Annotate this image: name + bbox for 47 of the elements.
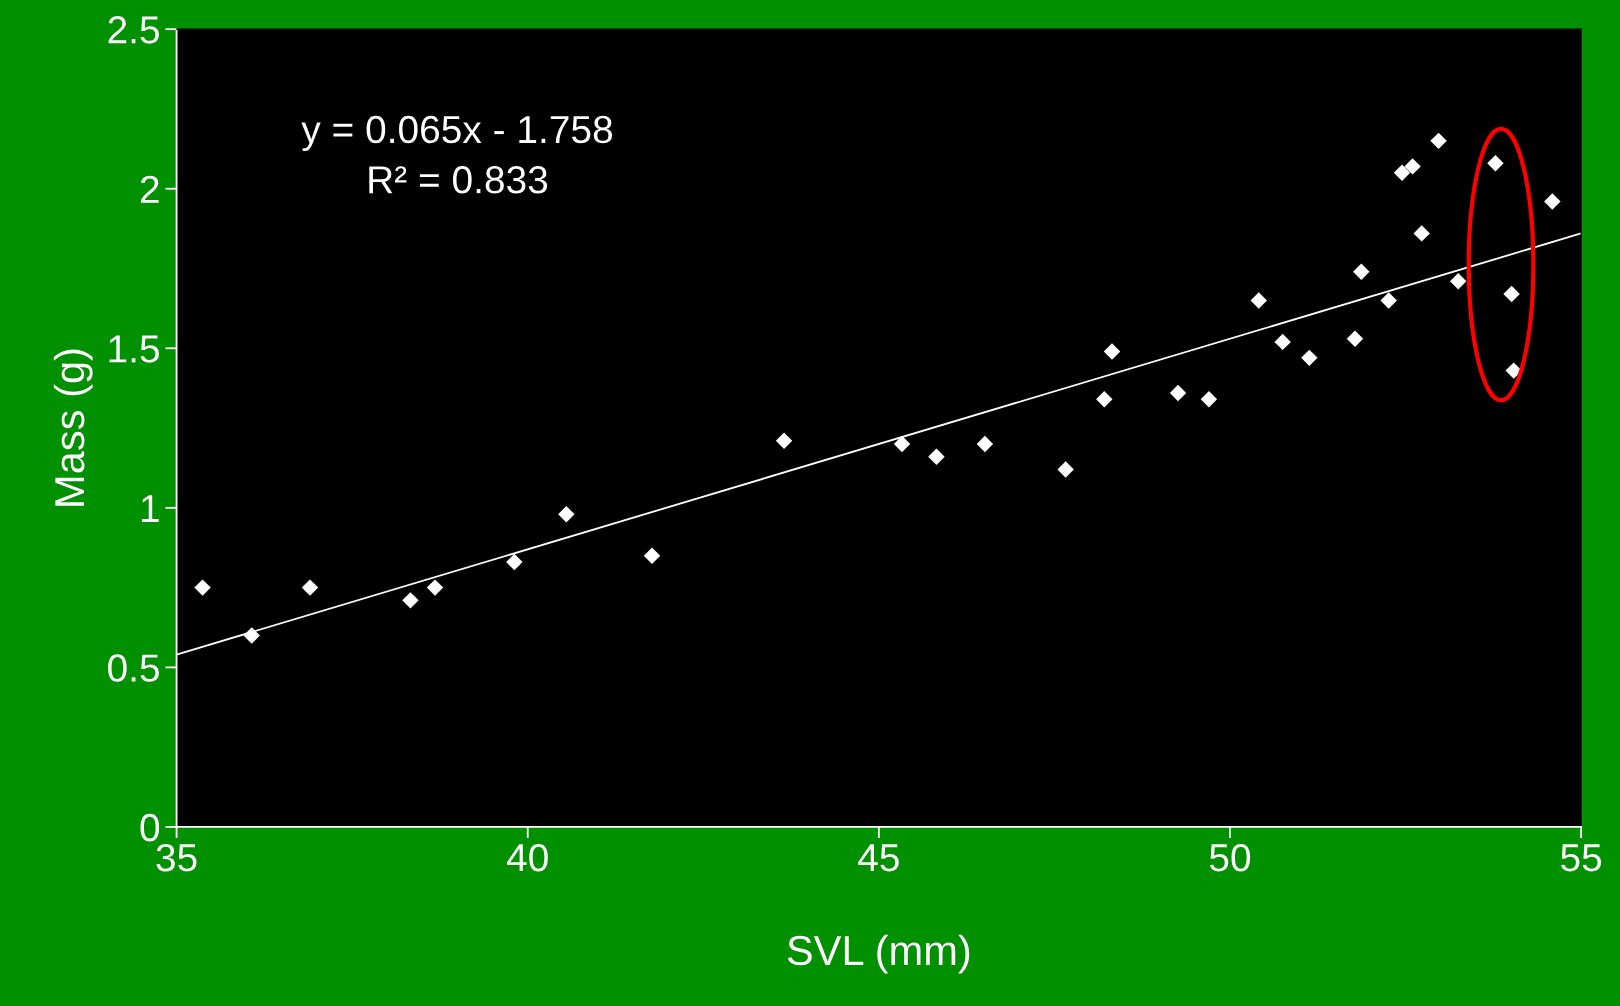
point <box>1503 285 1520 303</box>
point <box>194 579 211 596</box>
x-tick-label: 55 <box>1561 844 1602 872</box>
point <box>301 579 319 596</box>
y-tick-label: 2 <box>140 175 159 203</box>
point <box>1380 292 1397 309</box>
y-axis-title: Mass (g) <box>53 349 93 506</box>
y-tick-label: 2.5 <box>108 16 159 44</box>
point <box>1096 391 1113 408</box>
point <box>558 505 575 523</box>
x-tick-label: 45 <box>858 844 899 872</box>
point <box>643 547 661 564</box>
point <box>1057 461 1074 478</box>
point <box>1393 164 1411 181</box>
point <box>893 435 911 453</box>
x-axis-title: SVL (mm) <box>787 934 970 974</box>
point <box>1430 132 1447 150</box>
point <box>1450 273 1467 290</box>
x-tick-label: 35 <box>156 843 197 872</box>
annotation: R² = 0.833 <box>369 166 548 194</box>
point <box>1200 391 1218 408</box>
point <box>402 592 419 609</box>
point <box>1169 384 1187 402</box>
point <box>1505 362 1522 379</box>
point <box>506 553 523 571</box>
point <box>775 432 793 450</box>
y-tick-label: 0.5 <box>108 654 159 682</box>
point <box>976 435 994 453</box>
point <box>1250 292 1267 309</box>
point <box>1413 225 1430 242</box>
point <box>1353 263 1370 280</box>
y-tick-label: 1.5 <box>109 335 159 363</box>
x-tick-label: 50 <box>1209 843 1251 872</box>
y-tick-label: 0 <box>140 813 160 842</box>
point <box>1274 333 1291 351</box>
point <box>1487 154 1504 172</box>
y-tick-label: 1 <box>141 495 159 522</box>
point <box>928 448 945 465</box>
point <box>1103 343 1121 360</box>
point <box>426 579 444 596</box>
point <box>1346 330 1364 347</box>
point <box>1544 193 1561 210</box>
point <box>243 627 260 644</box>
point <box>1301 349 1318 367</box>
x-tick-label: 40 <box>506 843 548 872</box>
point <box>1404 158 1421 175</box>
annotation: y = 0.065x - 1.758 <box>301 115 613 152</box>
